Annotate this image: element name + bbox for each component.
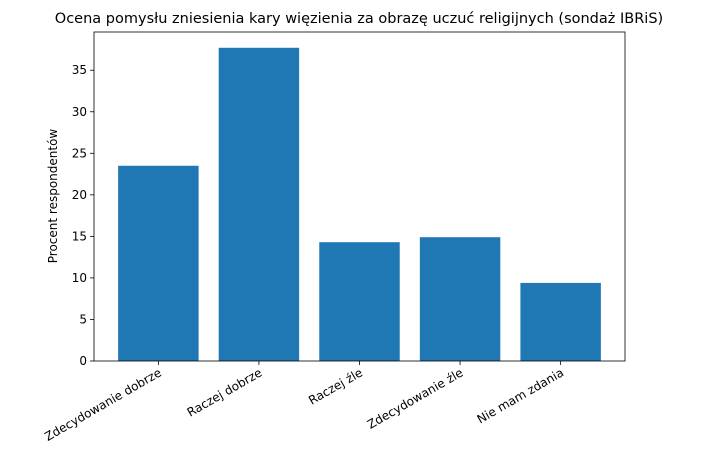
x-tick-label: Zdecydowanie źle [365, 365, 466, 431]
y-axis-label: Procent respondentów [46, 129, 60, 264]
plot-frame [93, 31, 626, 362]
bar [218, 47, 300, 362]
bar [520, 282, 601, 361]
y-tick-label: 25 [72, 146, 87, 160]
x-tick-label: Raczej źle [306, 365, 365, 407]
x-tick-label: Zdecydowanie dobrze [42, 365, 164, 443]
chart-title: Ocena pomysłu zniesienia kary więzienia … [55, 11, 663, 27]
bar [419, 237, 501, 361]
y-tick-label: 0 [79, 354, 87, 368]
bar [319, 242, 400, 361]
y-tick-label: 10 [72, 271, 87, 285]
y-tick-label: 30 [72, 105, 87, 119]
y-tick-label: 15 [72, 229, 87, 243]
y-tick-label: 5 [79, 312, 87, 326]
x-tick-label: Nie mam zdania [475, 365, 567, 426]
y-tick-label: 20 [72, 188, 87, 202]
y-tick-label: 35 [72, 63, 87, 77]
bar [118, 165, 199, 361]
x-tick-label: Raczej dobrze [185, 365, 265, 419]
